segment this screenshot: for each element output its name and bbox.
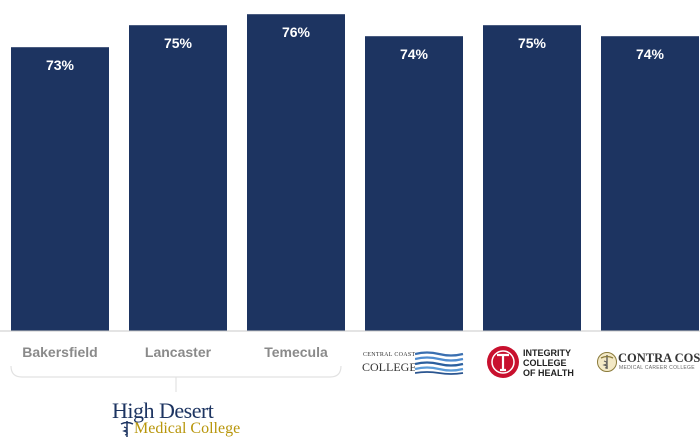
bar-3	[247, 14, 345, 331]
integrity-line-3: OF HEALTH	[523, 368, 574, 378]
bar-5	[483, 25, 581, 331]
wave-emblem-icon	[415, 351, 464, 375]
bar-4	[365, 36, 463, 331]
x-tick-label: Temecula	[264, 344, 328, 360]
contra-costa-logo: CONTRA COSTA MEDICAL CAREER COLLEGE	[596, 351, 700, 375]
bar-1	[11, 47, 109, 331]
bar-2	[129, 25, 227, 331]
central-coast-logo-small-text: CENTRAL COAST	[363, 352, 416, 358]
x-tick-label: Lancaster	[145, 344, 212, 360]
campus-group-bracket	[10, 365, 342, 392]
integrity-emblem-icon	[487, 346, 519, 378]
x-tick-label: Bakersfield	[22, 344, 97, 360]
x-tick-labels: Bakersfield Lancaster Temecula	[22, 344, 328, 360]
bars-group: 73% 75% 76% 74% 75% 74%	[11, 14, 699, 331]
integrity-line-2: COLLEGE	[523, 358, 567, 368]
bar-value-label: 75%	[164, 35, 193, 51]
contra-costa-logo-title: CONTRA COSTA	[618, 351, 700, 365]
high-desert-medical-college-logo: High Desert Medical College	[112, 398, 242, 438]
bar-value-label: 75%	[518, 35, 547, 51]
integrity-college-of-health-logo: INTEGRITY COLLEGE OF HEALTH	[486, 345, 581, 381]
integrity-logo-text: INTEGRITY COLLEGE OF HEALTH	[523, 348, 574, 378]
caduceus-icon	[120, 421, 134, 437]
bar-value-label: 74%	[636, 46, 665, 62]
contra-costa-logo-subtitle: MEDICAL CAREER COLLEGE	[619, 365, 695, 371]
integrity-line-1: INTEGRITY	[523, 348, 572, 358]
high-desert-logo-subtitle: Medical College	[134, 420, 241, 437]
bar-value-label: 76%	[282, 24, 311, 40]
central-coast-college-logo: CENTRAL COAST COLLEGE	[361, 351, 467, 377]
caduceus-emblem-icon	[597, 352, 617, 372]
high-desert-logo-title: High Desert	[112, 398, 214, 423]
bar-value-label: 73%	[46, 57, 75, 73]
bar-value-label: 74%	[400, 46, 429, 62]
bar-6	[601, 36, 699, 331]
central-coast-logo-college-text: COLLEGE	[362, 360, 417, 374]
